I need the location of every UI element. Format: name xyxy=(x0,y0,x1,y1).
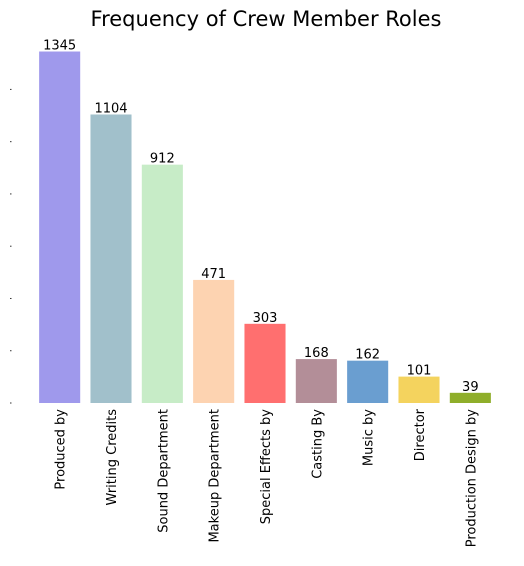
x-tick-label: Music by xyxy=(362,409,377,466)
x-axis-tick-labels: Produced by Writing Credits Sound Departme… xyxy=(54,408,480,547)
bar-value-label: 39 xyxy=(462,380,479,395)
bar-value-label: 303 xyxy=(253,311,278,326)
bar xyxy=(90,114,132,403)
x-tick-label: Makeup Department xyxy=(208,409,223,543)
x-tick-label: Director xyxy=(413,408,428,461)
bar-value-label: 912 xyxy=(150,152,175,167)
x-tick-label: Sound Department xyxy=(156,409,171,533)
bar xyxy=(141,164,183,403)
x-tick-label: Writing Credits xyxy=(105,409,120,506)
bar xyxy=(39,51,81,403)
x-tick-label: Produced by xyxy=(54,409,69,490)
bar-value-label: 101 xyxy=(407,364,432,379)
bar xyxy=(398,376,440,403)
chart-title: Frequency of Crew Member Roles xyxy=(91,7,442,31)
bar-value-label: 1345 xyxy=(43,39,76,54)
bar xyxy=(449,392,491,403)
bar-value-label: 1104 xyxy=(94,101,127,116)
bars xyxy=(39,51,491,403)
x-tick-label: Production Design by xyxy=(464,409,479,548)
bar-value-label: 471 xyxy=(201,267,226,282)
bar xyxy=(295,359,337,403)
bar xyxy=(347,360,389,403)
y-axis-ticks xyxy=(10,88,12,404)
x-tick-label: Casting By xyxy=(310,409,325,479)
bar-value-label: 168 xyxy=(304,346,329,361)
x-tick-label: Special Effects by xyxy=(259,409,274,525)
bar xyxy=(193,279,235,403)
bar-value-label: 162 xyxy=(355,348,380,363)
value-labels: 1345 1104 912 471 303 168 162 101 39 xyxy=(43,39,478,395)
bar xyxy=(244,323,286,403)
